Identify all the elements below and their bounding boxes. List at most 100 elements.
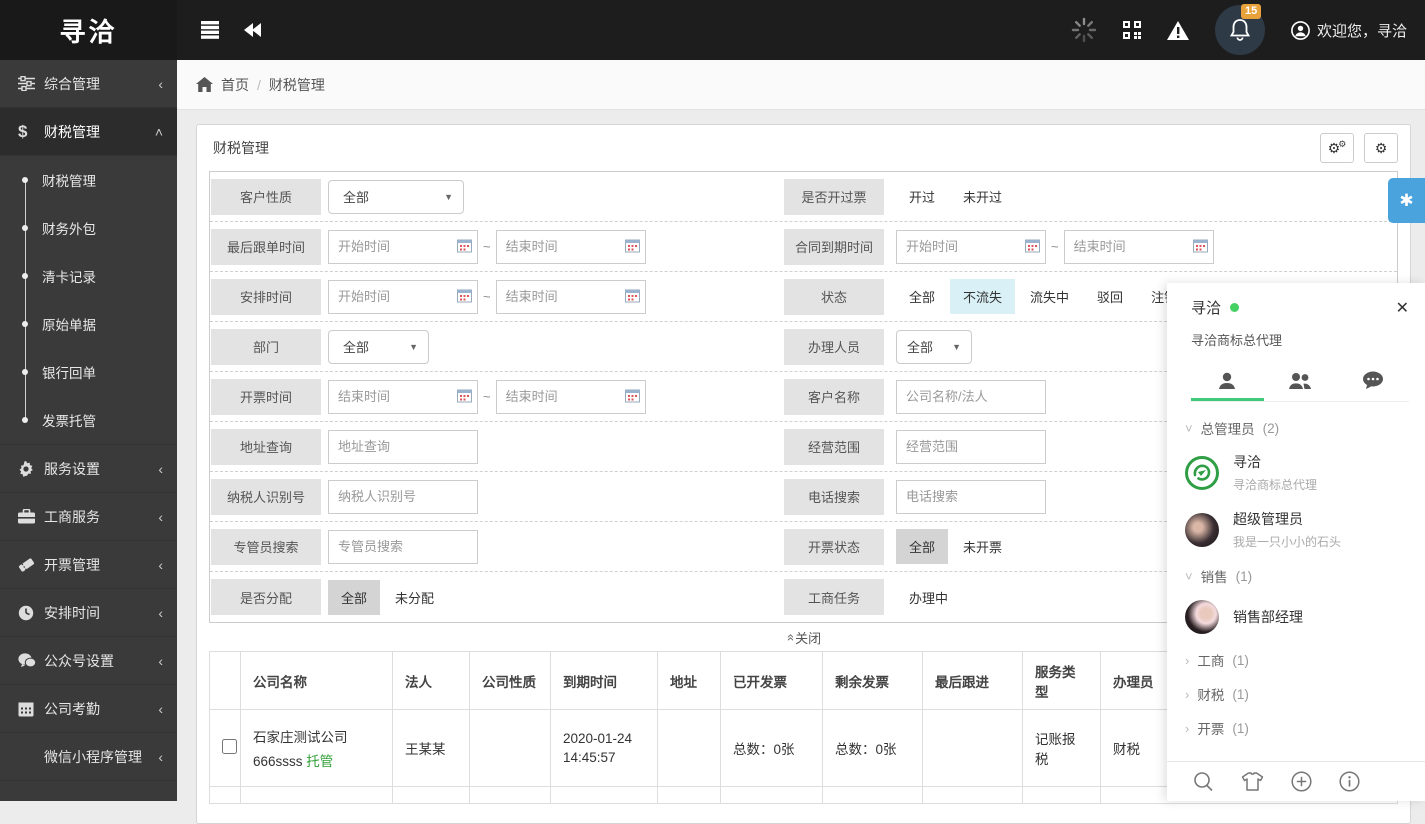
supervisor-search-input[interactable] (328, 530, 478, 564)
department-select[interactable]: 全部▼ (328, 330, 429, 364)
settings-button[interactable]: ⚙ (1364, 133, 1398, 163)
address-search-input[interactable] (328, 430, 478, 464)
assigned-option-all[interactable]: 全部 (328, 580, 380, 615)
invoice-status-option-none[interactable]: 未开票 (950, 529, 1015, 564)
customer-name-input[interactable] (896, 380, 1046, 414)
qr-code-icon[interactable] (1123, 21, 1141, 39)
cogs-button[interactable]: ⚙⚙ (1320, 133, 1354, 163)
invoice-status-option-all[interactable]: 全部 (896, 529, 948, 564)
add-icon[interactable] (1291, 771, 1312, 792)
filter-label: 安排时间 (211, 279, 321, 315)
sidebar-item-mini-program[interactable]: 微信小程序管理 ‹ (0, 733, 177, 781)
tab-groups[interactable] (1264, 363, 1337, 401)
notification-bell-button[interactable]: 15 (1215, 5, 1265, 55)
group-business[interactable]: › 工商 (1) (1185, 650, 1409, 670)
handler-select[interactable]: 全部▼ (896, 330, 972, 364)
col-last-follow: 最后跟进 (923, 652, 1023, 710)
col-invoiced: 已开发票 (721, 652, 823, 710)
contact-sales-manager[interactable]: 销售部经理 (1185, 600, 1409, 634)
tab-messages[interactable] (1336, 363, 1409, 401)
shirt-icon[interactable] (1241, 772, 1264, 791)
status-option-all[interactable]: 全部 (896, 279, 948, 314)
avatar (1185, 513, 1219, 547)
sidebar-item-label: 工商服务 (44, 507, 158, 527)
customer-nature-select[interactable]: 全部▼ (328, 180, 464, 214)
contract-expire-start-date-input[interactable] (896, 230, 1046, 264)
finance-tax-submenu: 财税管理 财务外包 清卡记录 原始单据 银行回单 发票托管 (0, 156, 177, 445)
quick-action-float-button[interactable]: ✱ (1388, 178, 1425, 223)
business-scope-input[interactable] (896, 430, 1046, 464)
chevron-right-icon: › (1185, 721, 1189, 736)
submenu-item-bank-receipts[interactable]: 银行回单 (0, 348, 177, 396)
contract-expire-end-date-input[interactable] (1064, 230, 1214, 264)
calendar-small-icon (1193, 239, 1208, 253)
main-content: 首页 / 财税管理 财税管理 ⚙⚙ ⚙ 客户性质 全部▼ 是否开过票 开过 (177, 60, 1425, 801)
col-service-type: 服务类型 (1023, 652, 1101, 710)
sidebar-item-finance-tax[interactable]: $ 财税管理 ˄ (0, 108, 177, 156)
warning-icon[interactable] (1167, 21, 1189, 40)
schedule-start-date-input[interactable] (328, 280, 478, 314)
chat-close-icon[interactable]: ✕ (1396, 298, 1409, 318)
expire-clock: 14:45:57 (563, 750, 645, 765)
submenu-item-finance-outsourcing[interactable]: 财务外包 (0, 204, 177, 252)
status-option-not-lost[interactable]: 不流失 (950, 279, 1015, 314)
last-follow-start-date-input[interactable] (328, 230, 478, 264)
sidebar-item-service-settings[interactable]: 服务设置 ‹ (0, 445, 177, 493)
loading-spinner-icon[interactable] (1071, 17, 1097, 43)
search-icon[interactable] (1193, 771, 1214, 792)
people-icon (1287, 371, 1313, 391)
collapse-sidebar-icon[interactable] (243, 22, 263, 38)
row-checkbox[interactable] (222, 739, 237, 754)
status-option-losing[interactable]: 流失中 (1017, 279, 1082, 314)
group-admins[interactable]: ˅ 总管理员 (2) (1185, 418, 1409, 438)
sidebar-item-invoicing[interactable]: 开票管理 ‹ (0, 541, 177, 589)
submenu-item-original-documents[interactable]: 原始单据 (0, 300, 177, 348)
option-invoiced-yes[interactable]: 开过 (896, 179, 948, 214)
menu-list-icon[interactable] (199, 21, 221, 39)
group-invoicing[interactable]: › 开票 (1) (1185, 718, 1409, 738)
custody-tag: 托管 (306, 754, 333, 769)
chevron-left-icon: ‹ (158, 605, 163, 621)
invoice-start-date-input[interactable] (328, 380, 478, 414)
chat-subtitle: 寻洽商标总代理 (1191, 330, 1409, 349)
caret-down-icon: ▼ (393, 342, 418, 352)
submenu-item-finance-tax[interactable]: 财税管理 (0, 156, 177, 204)
sidebar-item-schedule[interactable]: 安排时间 ‹ (0, 589, 177, 637)
logo-box[interactable]: 寻洽 (0, 0, 177, 60)
contact-xunqia[interactable]: 寻洽 寻洽商标总代理 (1185, 452, 1409, 493)
submenu-item-card-clearing[interactable]: 清卡记录 (0, 252, 177, 300)
home-icon[interactable] (196, 77, 213, 92)
business-task-option-processing[interactable]: 办理中 (896, 580, 961, 615)
schedule-end-date-input[interactable] (496, 280, 646, 314)
status-option-rejected[interactable]: 驳回 (1084, 279, 1136, 314)
group-finance[interactable]: › 财税 (1) (1185, 684, 1409, 704)
sidebar-item-official-account[interactable]: 公众号设置 ‹ (0, 637, 177, 685)
contact-super-admin[interactable]: 超级管理员 我是一只小小的石头 (1185, 509, 1409, 550)
invoice-end-date-input[interactable] (496, 380, 646, 414)
last-follow-end-date-input[interactable] (496, 230, 646, 264)
tab-contacts[interactable] (1191, 363, 1264, 401)
group-sales[interactable]: ˅ 销售 (1) (1185, 566, 1409, 586)
breadcrumb-home[interactable]: 首页 (221, 75, 249, 95)
chevron-left-icon: ‹ (158, 76, 163, 92)
cell-address (658, 710, 721, 787)
sidebar-item-general[interactable]: 综合管理 ‹ (0, 60, 177, 108)
sidebar-item-business-services[interactable]: 工商服务 ‹ (0, 493, 177, 541)
info-icon[interactable] (1339, 771, 1360, 792)
group-count: (1) (1232, 653, 1249, 668)
option-invoiced-no[interactable]: 未开过 (950, 179, 1015, 214)
assigned-option-none[interactable]: 未分配 (382, 580, 447, 615)
top-bar: 寻洽 15 欢迎您，寻洽 (0, 0, 1425, 60)
asterisk-icon: ✱ (1399, 191, 1413, 211)
contact-desc: 寻洽商标总代理 (1233, 476, 1317, 493)
sidebar-item-attendance[interactable]: 公司考勤 ‹ (0, 685, 177, 733)
sidebar-item-label: 服务设置 (44, 459, 158, 479)
col-remaining: 剩余发票 (823, 652, 923, 710)
submenu-label: 财税管理 (42, 170, 96, 190)
phone-search-input[interactable] (896, 480, 1046, 514)
taxpayer-id-input[interactable] (328, 480, 478, 514)
user-welcome[interactable]: 欢迎您，寻洽 (1291, 20, 1407, 41)
caret-down-icon: ▼ (428, 192, 453, 202)
chevron-left-icon: ‹ (158, 461, 163, 477)
submenu-item-invoice-custody[interactable]: 发票托管 (0, 396, 177, 444)
